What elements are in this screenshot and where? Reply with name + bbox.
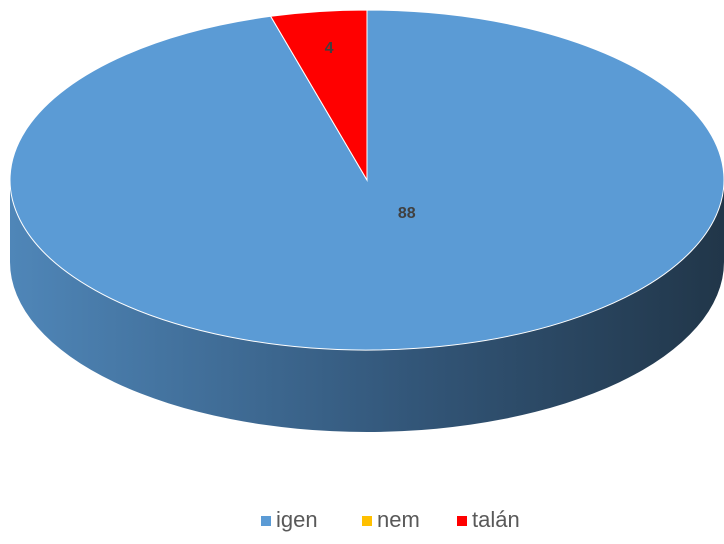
legend-label: talán: [472, 507, 520, 532]
legend: igen nem talán: [261, 507, 520, 532]
pie-side: [10, 180, 724, 432]
legend-label: igen: [276, 507, 318, 532]
data-labels: 88 4: [325, 40, 416, 222]
legend-label: nem: [377, 507, 420, 532]
legend-swatch: [457, 516, 467, 526]
legend-swatch: [261, 516, 271, 526]
pie-sides: [10, 180, 724, 432]
data-label: 88: [398, 205, 416, 222]
pie-slice: [269, 9, 368, 182]
pie-tops: [9, 9, 724, 351]
data-label: 4: [325, 40, 334, 57]
legend-swatch: [362, 516, 372, 526]
